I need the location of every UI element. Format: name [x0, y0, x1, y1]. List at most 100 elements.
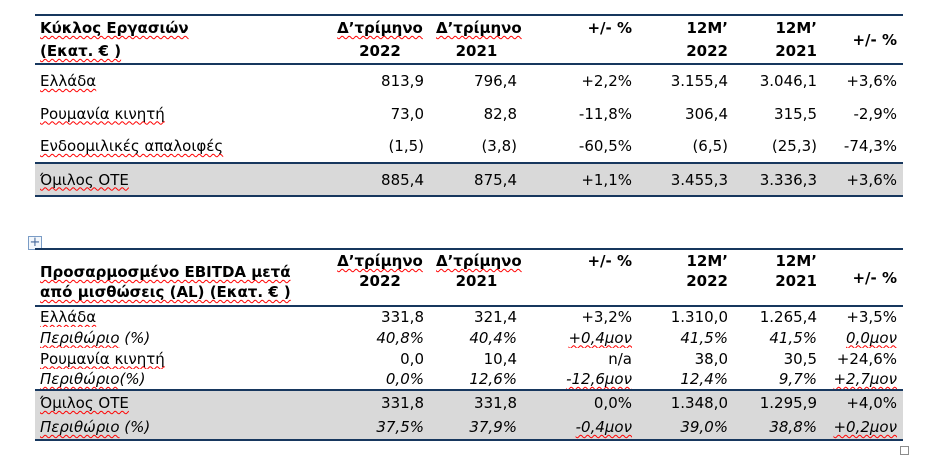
value-cell: 40,4% [469, 328, 517, 347]
header-year: 2021 [775, 42, 817, 60]
header-year: 2021 [775, 272, 817, 290]
header-period: Δ’τρίμηνο [337, 252, 423, 270]
value-cell: +24,6% [836, 349, 897, 368]
table-move-handle-icon[interactable]: + [28, 236, 42, 250]
value-cell: +3,6% [846, 170, 897, 189]
value-cell: 1.295,9 [759, 394, 817, 412]
column-header-12m-2022: 12Μ’ 2022 [638, 249, 734, 306]
header-year: 2021 [455, 272, 498, 290]
column-header-change-quarter: +/- % [523, 249, 638, 306]
row-label-suffix: (%) [119, 418, 151, 436]
total-row-group-margin: Περιθώριο (%) 37,5% 37,9% -0,4μον 39,0% … [35, 415, 903, 440]
value-cell: +3,6% [846, 72, 897, 90]
row-label: Περιθώριο (%) [35, 327, 330, 348]
value-cell: 331,8 [381, 394, 424, 412]
value-cell: -2,9% [853, 104, 897, 123]
column-header-change-12m: +/- % [823, 249, 903, 306]
column-header-change-12m: +/- % [823, 15, 903, 64]
row-label: Όμιλος ΟΤΕ [35, 390, 330, 415]
column-header-12m-2021: 12Μ’ 2021 [734, 249, 823, 306]
value-cell: 41,5% [769, 328, 817, 347]
value-cell: (25,3) [771, 137, 817, 155]
header-change-label: +/- % [587, 252, 632, 270]
header-period: Δ’τρίμηνο [436, 252, 522, 270]
value-cell: 1.310,0 [670, 308, 728, 326]
column-header-q4-2021: Δ’τρίμηνο 2021 [430, 249, 523, 306]
total-row-ote-group: Όμιλος ΟΤΕ 331,8 331,8 0,0% 1.348,0 1.29… [35, 390, 903, 415]
row-label: Περιθώριο(%) [35, 369, 330, 390]
value-cell: 1.265,4 [759, 308, 817, 326]
column-header-metric: Κύκλος Εργασιών (Εκατ. € ) [35, 15, 330, 64]
header-line1: Κύκλος Εργασιών [40, 19, 189, 37]
value-cell: 38,8% [769, 418, 817, 436]
row-label-text: Περιθώριο [40, 370, 120, 388]
table-row-greece: Ελλάδα 813,9 796,4 +2,2% 3.155,4 3.046,1… [35, 64, 903, 97]
row-label-text: Περιθώριο [40, 328, 120, 347]
value-cell: (6,5) [692, 137, 728, 155]
column-header-q4-2022: Δ’τρίμηνο 2022 [330, 15, 430, 64]
column-header-12m-2022: 12Μ’ 2022 [638, 15, 734, 64]
row-label: Ρουμανία κινητή [35, 348, 330, 369]
header-year: 2022 [359, 272, 401, 290]
value-cell: 12,6% [469, 370, 517, 388]
value-cell: 3.336,3 [759, 170, 817, 189]
value-cell: 331,8 [474, 394, 517, 412]
header-period: 12Μ’ [686, 252, 729, 270]
row-label-text: Ρουμανία κινητή [40, 104, 165, 123]
value-cell: 0,0μον [846, 328, 897, 347]
header-change-label: +/- % [852, 269, 897, 287]
column-header-change-quarter: +/- % [523, 15, 638, 64]
total-row-ote-group: Όμιλος ΟΤΕ 885,4 875,4 +1,1% 3.455,3 3.3… [35, 163, 903, 196]
value-cell: 73,0 [390, 104, 424, 123]
row-label-text: Όμιλος ΟΤΕ [40, 170, 129, 189]
value-cell: +0,2μον [833, 418, 897, 436]
value-cell: 12,4% [680, 370, 728, 388]
row-label: Περιθώριο (%) [35, 415, 330, 440]
row-label-text: Όμιλος ΟΤΕ [40, 394, 129, 412]
header-row: Κύκλος Εργασιών (Εκατ. € ) Δ’τρίμηνο 202… [35, 15, 903, 64]
value-cell: (1,5) [388, 137, 424, 155]
value-cell: 885,4 [381, 170, 424, 189]
value-cell: 30,5 [783, 349, 817, 368]
header-year: 2022 [359, 42, 401, 60]
row-label-text: Ενδοομιλικές απαλοιφές [40, 137, 224, 155]
value-cell: 796,4 [474, 72, 517, 90]
header-year: 2022 [686, 42, 728, 60]
header-line1: Προσαρμοσμένο EBITDA μετά [40, 263, 291, 281]
value-cell: 41,5% [680, 328, 728, 347]
column-header-12m-2021: 12Μ’ 2021 [734, 15, 823, 64]
value-cell: 39,0% [680, 418, 728, 436]
header-period: 12Μ’ [775, 19, 818, 37]
value-cell: -12,6μον [566, 370, 632, 388]
value-cell: 37,9% [469, 418, 517, 436]
header-line2: από μισθώσεις (AL) (Εκατ. € ) [40, 283, 291, 301]
value-cell: +2,2% [581, 72, 632, 90]
row-label: Ρουμανία κινητή [35, 97, 330, 130]
value-cell: 306,4 [685, 104, 728, 123]
row-label: Όμιλος ΟΤΕ [35, 163, 330, 196]
value-cell: 331,8 [381, 308, 424, 326]
value-cell: +4,0% [846, 394, 897, 412]
column-header-q4-2022: Δ’τρίμηνο 2022 [330, 249, 430, 306]
header-period: 12Μ’ [686, 19, 729, 37]
row-label: Ελλάδα [35, 64, 330, 97]
value-cell: 38,0 [694, 349, 728, 368]
value-cell: 321,4 [474, 308, 517, 326]
table-row-eliminations: Ενδοομιλικές απαλοιφές (1,5) (3,8) -60,5… [35, 130, 903, 163]
value-cell: 875,4 [474, 170, 517, 189]
value-cell: 9,7% [778, 370, 817, 388]
value-cell: +3,5% [846, 308, 897, 326]
value-cell: -60,5% [578, 137, 632, 155]
header-row: Προσαρμοσμένο EBITDA μετά από μισθώσεις … [35, 249, 903, 306]
row-label-text: Περιθώριο [40, 418, 120, 436]
value-cell: 315,5 [774, 104, 817, 123]
header-line2: (Εκατ. € ) [40, 42, 122, 60]
table-resize-handle-icon[interactable] [900, 446, 909, 455]
value-cell: (3,8) [481, 137, 517, 155]
value-cell: 3.455,3 [670, 170, 728, 189]
row-label: Ενδοομιλικές απαλοιφές [35, 130, 330, 163]
value-cell: -74,3% [843, 137, 897, 155]
row-label-text: Ρουμανία κινητή [40, 349, 165, 368]
value-cell: 813,9 [381, 72, 424, 90]
